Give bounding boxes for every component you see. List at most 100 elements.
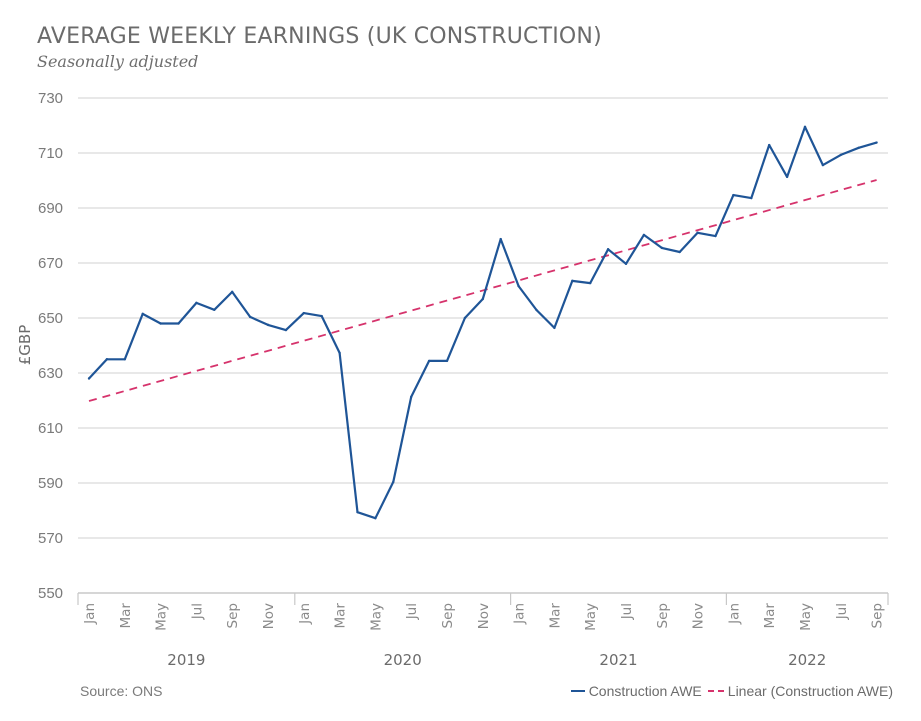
data-point [195, 301, 198, 305]
data-point [481, 297, 484, 301]
y-axis-ticks: 550 570 590 610 630 650 670 690 710 730 [38, 90, 63, 602]
x-year-label: 2022 [788, 651, 826, 669]
data-point [87, 377, 91, 380]
legend-swatch-solid-icon [570, 690, 585, 692]
x-tick-label: Sep [440, 603, 456, 628]
x-tick-label: May [798, 603, 814, 631]
data-point [857, 146, 860, 149]
data-point [266, 323, 270, 327]
x-tick-label: May [583, 603, 599, 631]
data-point [517, 284, 520, 288]
data-point [105, 358, 109, 361]
x-tick-label: Nov [691, 603, 707, 629]
x-tick-label: Jul [404, 603, 420, 620]
data-point [374, 517, 377, 520]
legend-label: Construction AWE [588, 683, 702, 699]
data-point [410, 395, 413, 399]
data-point [159, 322, 162, 325]
data-point [660, 246, 663, 250]
x-tick-label: Sep [225, 603, 241, 628]
data-point [177, 322, 180, 325]
y-tick-label: 570 [38, 530, 63, 547]
x-year-label: 2021 [599, 651, 637, 669]
data-point [821, 163, 825, 167]
y-tick-label: 730 [38, 90, 63, 107]
x-tick-label: Sep [655, 603, 671, 628]
x-year-label: 2019 [167, 651, 205, 669]
x-tick-label: Sep [870, 603, 886, 628]
data-point [356, 510, 359, 514]
data-point [678, 250, 681, 254]
series-line-construction-awe [88, 125, 877, 520]
x-tick-label: Nov [476, 603, 492, 629]
trendline-linear-construction-awe [88, 179, 877, 402]
chart-title: AVERAGE WEEKLY EARNINGS (UK CONSTRUCTION… [37, 24, 602, 49]
y-tick-label: 710 [38, 145, 63, 162]
x-tick-label: May [368, 603, 384, 631]
x-tick-label: Jul [834, 603, 850, 620]
x-tick-label: Jan [512, 603, 528, 625]
source-note: Source: ONS [80, 683, 163, 699]
data-point [427, 359, 431, 363]
y-tick-label: 670 [38, 255, 63, 272]
legend-label: Linear (Construction AWE) [727, 683, 893, 699]
x-axis: Jan Mar May Jul Sep Nov Jan Mar May Jul Sep Nov Jan M… [77, 592, 889, 669]
y-tick-label: 630 [38, 365, 63, 382]
data-point [302, 311, 305, 315]
data-point [499, 237, 502, 241]
gridlines [78, 97, 888, 539]
data-point [606, 248, 610, 251]
x-tick-label: Mar [547, 603, 563, 629]
data-point [785, 175, 789, 179]
x-tick-label: Jul [619, 603, 635, 620]
data-point [768, 143, 771, 147]
data-point [320, 314, 323, 318]
data-point [248, 315, 252, 319]
data-point [141, 312, 144, 316]
data-point [732, 193, 735, 197]
data-point [123, 358, 127, 361]
data-point [338, 351, 341, 355]
data-point [803, 125, 807, 129]
data-point [392, 480, 395, 484]
data-point [750, 196, 753, 200]
data-point [445, 359, 449, 363]
chart-subtitle: Seasonally adjusted [37, 52, 199, 71]
legend-item-construction-awe[interactable]: Construction AWE [570, 683, 702, 699]
data-point [839, 153, 842, 157]
legend: Construction AWE Linear (Construction AW… [570, 683, 893, 699]
data-point [553, 326, 556, 330]
data-point [624, 262, 628, 266]
data-point [642, 233, 646, 237]
y-tick-label: 550 [38, 585, 63, 602]
x-tick-label: Nov [261, 603, 277, 629]
x-tick-label: Mar [762, 603, 778, 629]
x-tick-label: May [154, 603, 170, 631]
y-tick-label: 590 [38, 475, 63, 492]
x-tick-label: Jul [189, 603, 205, 620]
x-year-label: 2020 [384, 651, 422, 669]
data-point [714, 234, 717, 238]
y-tick-label: 610 [38, 420, 63, 437]
legend-swatch-dashed-icon [707, 690, 724, 692]
series-layer [87, 125, 878, 520]
data-point [696, 231, 699, 234]
data-point [231, 290, 234, 294]
data-point [535, 308, 538, 312]
x-tick-label: Jan [297, 603, 313, 625]
x-tick-label: Mar [118, 603, 134, 629]
y-axis-label: £GBP [16, 325, 34, 366]
data-point [589, 281, 592, 285]
y-tick-label: 650 [38, 310, 63, 327]
legend-item-linear-trend[interactable]: Linear (Construction AWE) [707, 683, 893, 699]
x-tick-label: Mar [333, 603, 349, 629]
data-point [463, 316, 467, 320]
data-point [875, 141, 878, 144]
data-point [213, 308, 216, 311]
data-point [284, 328, 288, 332]
data-point [571, 279, 574, 283]
x-tick-label: Jan [82, 603, 98, 625]
y-tick-label: 690 [38, 200, 63, 217]
x-tick-label: Jan [726, 603, 742, 625]
